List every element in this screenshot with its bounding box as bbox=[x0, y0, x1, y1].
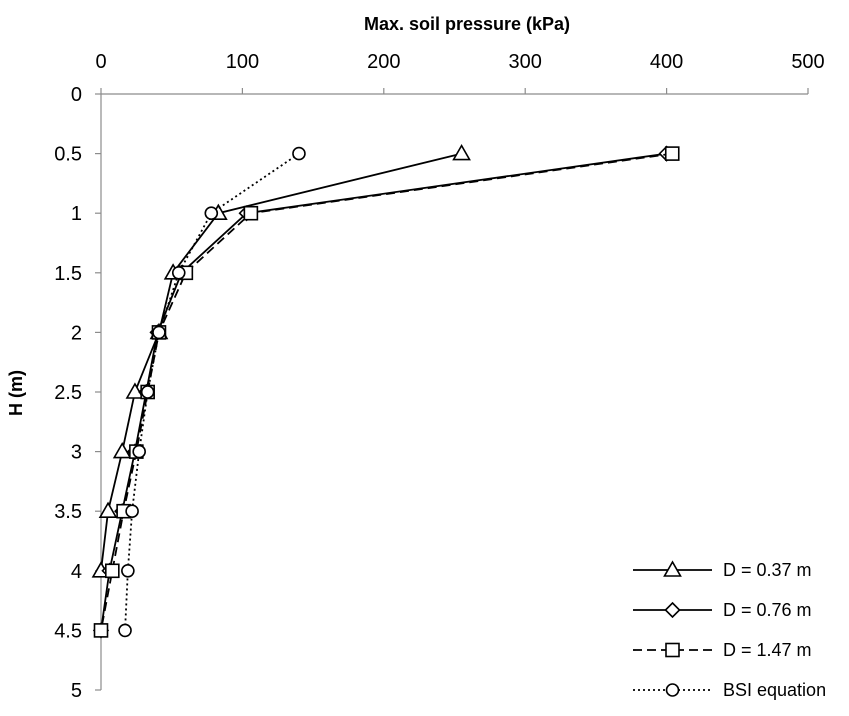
y-tick-label: 3 bbox=[71, 442, 82, 464]
series-square bbox=[93, 146, 680, 638]
y-tick-label: 1.5 bbox=[54, 263, 82, 285]
legend-entry: D = 0.76 m bbox=[633, 600, 812, 620]
x-tick-label: 500 bbox=[791, 51, 824, 73]
y-tick-label: 0.5 bbox=[54, 144, 82, 166]
y-tick-label: 0 bbox=[71, 84, 82, 106]
legend-marker-square bbox=[665, 642, 680, 658]
legend-marker-circle bbox=[665, 683, 680, 697]
data-point-circle bbox=[171, 265, 186, 280]
y-tick-label: 4.5 bbox=[54, 620, 82, 642]
y-tick-label: 3.5 bbox=[54, 501, 82, 523]
x-tick-label: 300 bbox=[509, 51, 542, 73]
series-diamond bbox=[92, 145, 675, 639]
data-point-square bbox=[105, 563, 120, 579]
data-point-triangle bbox=[452, 143, 471, 161]
legend-label: BSI equation bbox=[723, 680, 826, 700]
data-point-circle bbox=[152, 325, 166, 340]
x-tick-label: 100 bbox=[226, 51, 259, 73]
x-tick-label: 0 bbox=[95, 51, 106, 73]
chart-title: Max. soil pressure (kPa) bbox=[364, 14, 570, 34]
data-point-circle bbox=[292, 146, 306, 161]
legend: D = 0.37 m D = 0.76 m D = 1.47 m BSI equati… bbox=[633, 560, 826, 700]
legend-marker-diamond bbox=[664, 601, 681, 619]
data-point-square bbox=[664, 146, 680, 161]
data-point-circle bbox=[125, 504, 139, 519]
legend-entry: D = 1.47 m bbox=[633, 640, 812, 660]
data-point-circle bbox=[140, 385, 155, 399]
data-point-triangle bbox=[112, 441, 132, 459]
legend-entry: BSI equation bbox=[633, 680, 826, 700]
data-point-circle bbox=[132, 444, 146, 459]
y-tick-label: 2.5 bbox=[54, 382, 82, 404]
data-point-circle bbox=[118, 623, 132, 638]
series-line bbox=[100, 152, 673, 631]
data-point-circle bbox=[121, 563, 135, 578]
legend-label: D = 1.47 m bbox=[723, 640, 812, 660]
series-triangle bbox=[91, 143, 471, 578]
axes: 0 100 200 300 400 500 0 0.5 1 1.5 2 2.5 3 3.5 4 4.5 5 bbox=[54, 51, 825, 702]
data-point-square bbox=[243, 205, 259, 221]
y-tick-label: 4 bbox=[71, 561, 82, 583]
data-point-triangle bbox=[125, 382, 145, 399]
x-tick-label: 200 bbox=[367, 51, 400, 73]
legend-label: D = 0.76 m bbox=[723, 600, 812, 620]
series-layer bbox=[91, 143, 680, 639]
x-tick-label: 400 bbox=[650, 51, 683, 73]
legend-marker-triangle bbox=[663, 560, 682, 577]
data-point-circle bbox=[204, 206, 219, 220]
y-tick-label: 5 bbox=[71, 680, 82, 702]
data-point-triangle bbox=[98, 501, 118, 519]
series-line bbox=[100, 152, 462, 571]
series-circle bbox=[118, 146, 306, 638]
legend-entry: D = 0.37 m bbox=[633, 560, 812, 580]
data-point-square bbox=[93, 623, 109, 638]
legend-label: D = 0.37 m bbox=[723, 560, 812, 580]
y-axis-label: H (m) bbox=[6, 370, 26, 416]
y-tick-label: 2 bbox=[71, 322, 82, 344]
y-tick-label: 1 bbox=[71, 203, 82, 225]
series-line bbox=[100, 152, 667, 631]
